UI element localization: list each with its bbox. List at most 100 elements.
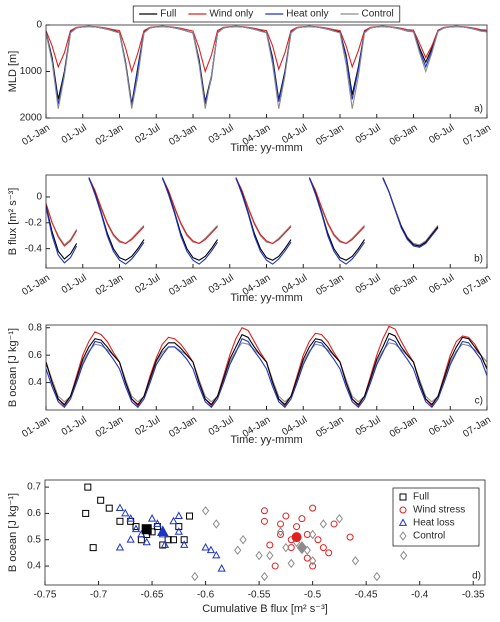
marker-circle [399,506,407,514]
x-tick-label: 01-Jan [20,122,52,148]
marker-square [159,541,167,549]
x-tick-label: 05-Jan [314,414,346,440]
x-tick-label: 07-Jan [461,122,493,148]
marker-circle [303,530,311,538]
y-tick-label: 2000 [20,113,43,124]
x-tick-label: 06-Jul [427,272,456,296]
x-axis-title: Cumulative B flux [m² s⁻³] [202,603,328,615]
marker-circle [309,504,317,512]
marker-circle [330,520,338,528]
series-line [46,337,487,409]
legend-label: Control [413,531,445,542]
legend-frame [392,487,480,547]
plot-marks [82,483,408,582]
x-tick-label: 01-Jan [20,272,52,298]
marker-diamond [351,556,360,566]
marker-diamond [319,519,327,529]
x-tick-label: 01-Jul [60,414,89,438]
y-tick-label: 0.5 [27,534,41,545]
x-tick-label: 05-Jul [354,414,383,438]
x-tick-label: 03-Jan [167,122,199,148]
x-tick-label: 05-Jul [354,272,383,296]
marker-triangle [160,540,170,548]
plot-area [46,325,487,410]
marker-square [186,512,194,520]
marker-triangle [126,514,135,522]
marker-triangle [142,537,151,546]
legend-label: Full [413,492,429,503]
marker-diamond [234,545,242,555]
marker-square [399,493,407,501]
marker-triangle [156,525,169,536]
x-tick-label: 07-Jan [461,272,493,298]
marker-square [116,517,124,525]
marker-circle [325,549,333,557]
x-tick-label: 05-Jan [314,272,346,298]
panel-label: c) [475,396,483,407]
marker-square [82,509,90,517]
marker-diamond [212,519,220,529]
y-tick-label: 0.4 [27,561,41,572]
series-line [46,25,487,109]
marker-diamond [309,556,317,566]
marker-circle [309,562,317,570]
marker-square [164,536,172,544]
y-axis-title: B ocean [J kg⁻¹] [7,328,19,407]
marker-triangle [174,527,183,535]
marker-diamond [309,529,317,540]
y-axis-title: MLD [m] [7,51,19,93]
x-tick-label: 02-Jan [94,272,126,298]
legend-label: Full [160,9,176,20]
marker-circle [271,562,279,570]
y-tick-label: 0 [36,20,42,31]
y-tick-label: 1000 [20,66,43,77]
y-tick-label: 0 [36,192,42,203]
x-tick-label: 05-Jan [314,122,346,148]
plot-area [46,25,487,118]
x-tick-label: 06-Jul [427,122,456,146]
y-tick-label: 0.6 [28,350,42,361]
marker-circle [293,523,301,531]
x-tick-label: 02-Jul [133,414,162,438]
panel-label: b) [474,254,483,265]
x-tick-label: 01-Jan [20,414,52,440]
x-axis-title: Time: yy-mmm [230,434,302,446]
marker-square [132,523,140,531]
marker-diamond [239,535,247,545]
marker-diamond [260,571,269,582]
marker-circle [287,544,295,552]
marker-triangle [201,542,210,551]
series-line [46,177,439,261]
x-tick-label: -0.65 [141,590,164,601]
legend-label: Wind stress [413,505,465,516]
legend-label: Wind only [209,9,253,20]
marker-square [97,496,105,504]
x-tick-label: 02-Jul [133,272,162,296]
marker-diamond [287,558,295,569]
x-tick-label: 06-Jul [427,414,456,438]
marker-circle [277,520,285,528]
x-tick-label: 06-Jan [388,272,420,298]
marker-triangle [126,535,135,543]
x-tick-label: -0.5 [304,590,322,601]
marker-triangle [153,519,162,527]
plot-frame [44,479,486,586]
y-tick-label: -0.2 [25,217,43,228]
x-tick-label: 01-Jul [60,122,89,146]
y-tick-label: -0.4 [25,243,43,254]
marker-diamond [282,542,290,553]
plot-marks [46,25,487,109]
plot-frame [45,324,488,411]
marker-triangle [115,503,125,512]
series-line [46,177,439,265]
x-tick-label: -0.6 [197,590,215,601]
x-tick-label: -0.55 [248,590,271,601]
y-tick-label: 0.8 [28,322,42,333]
legend: Full Wind only Heat only Control [132,5,401,23]
y-axis-title: B flux [m² s⁻³] [7,188,19,256]
marker-diamond [266,550,274,561]
marker-circle [282,512,290,520]
marker-diamond [201,506,210,516]
